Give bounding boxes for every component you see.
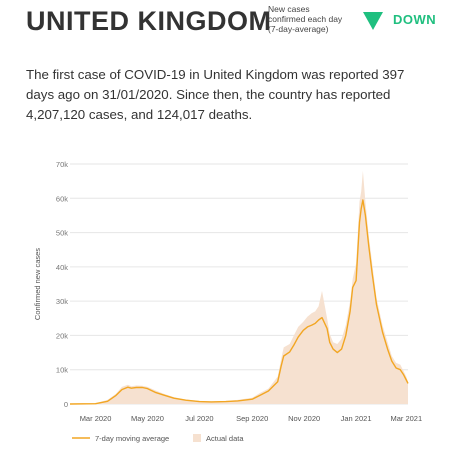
moving-average-line: [69, 199, 409, 405]
x-tick-label: May 2020: [131, 414, 164, 423]
trend-indicator: DOWN: [393, 12, 437, 27]
legend-swatch-area: [193, 434, 201, 442]
y-tick-label: 40k: [56, 263, 68, 272]
x-tick-label: Jul 2020: [185, 414, 213, 423]
triangle-down-icon: [363, 12, 383, 30]
summary-text: The first case of COVID-19 in United Kin…: [26, 67, 405, 123]
y-tick-label: 20k: [56, 331, 68, 340]
actual-data-area: [70, 170, 408, 404]
y-tick-label: 50k: [56, 229, 68, 238]
x-tick-label: Nov 2020: [288, 414, 320, 423]
x-tick-label: Mar 2021: [390, 414, 422, 423]
y-tick-label: 0: [64, 400, 68, 409]
y-tick-label: 10k: [56, 366, 68, 375]
cases-chart: 0 10k 20k 30k 40k 50k 60k 70k Mar 2020 May 2020 Ju…: [33, 160, 422, 443]
legend-label-moving-average: 7-day moving average: [95, 434, 169, 443]
y-tick-label: 70k: [56, 160, 68, 169]
y-tick-label: 60k: [56, 194, 68, 203]
y-axis-label: Confirmed new cases: [33, 248, 42, 320]
x-tick-label: Mar 2020: [80, 414, 112, 423]
x-tick-label: Sep 2020: [236, 414, 268, 423]
x-tick-label: Jan 2021: [341, 414, 372, 423]
y-tick-label: 30k: [56, 297, 68, 306]
metric-label: New cases confirmed each day (7-day-aver…: [268, 4, 343, 34]
legend-label-actual: Actual data: [206, 434, 244, 443]
country-title: UNITED KINGDOM: [26, 6, 272, 36]
